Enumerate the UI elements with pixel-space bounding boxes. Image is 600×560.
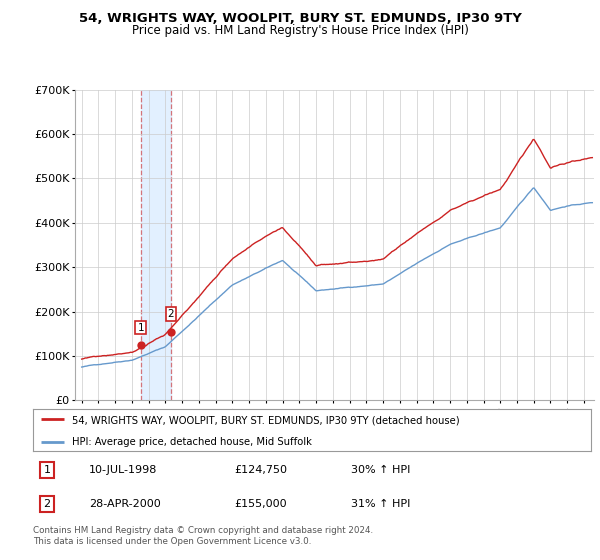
Text: 1: 1 [137, 323, 144, 333]
Text: £124,750: £124,750 [234, 465, 287, 475]
Text: 30% ↑ HPI: 30% ↑ HPI [351, 465, 410, 475]
Text: 54, WRIGHTS WAY, WOOLPIT, BURY ST. EDMUNDS, IP30 9TY (detached house): 54, WRIGHTS WAY, WOOLPIT, BURY ST. EDMUN… [72, 415, 460, 425]
Text: Contains HM Land Registry data © Crown copyright and database right 2024.
This d: Contains HM Land Registry data © Crown c… [33, 526, 373, 546]
Text: 54, WRIGHTS WAY, WOOLPIT, BURY ST. EDMUNDS, IP30 9TY: 54, WRIGHTS WAY, WOOLPIT, BURY ST. EDMUN… [79, 12, 521, 25]
Text: 10-JUL-1998: 10-JUL-1998 [89, 465, 157, 475]
Text: HPI: Average price, detached house, Mid Suffolk: HPI: Average price, detached house, Mid … [72, 437, 312, 447]
Text: 2: 2 [43, 499, 50, 509]
Text: 2: 2 [167, 309, 174, 319]
Text: £155,000: £155,000 [234, 499, 287, 509]
Text: Price paid vs. HM Land Registry's House Price Index (HPI): Price paid vs. HM Land Registry's House … [131, 24, 469, 36]
Text: 31% ↑ HPI: 31% ↑ HPI [351, 499, 410, 509]
Text: 1: 1 [43, 465, 50, 475]
Bar [140, 90, 171, 400]
Text: 28-APR-2000: 28-APR-2000 [89, 499, 161, 509]
